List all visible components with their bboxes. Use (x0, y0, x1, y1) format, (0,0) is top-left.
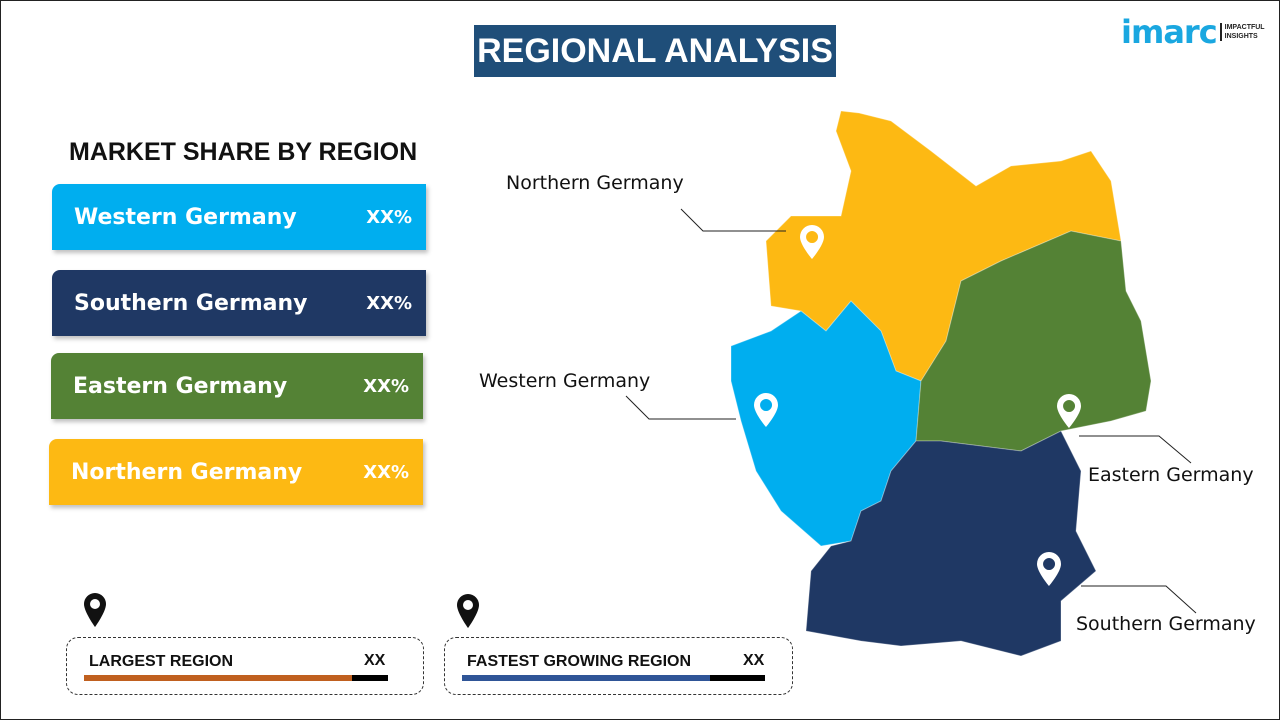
location-pin-icon (84, 593, 106, 627)
imarc-logo: imarc IMPACTFUL INSIGHTS (1121, 13, 1265, 51)
location-pin-icon (800, 225, 824, 259)
map-label-southern: Southern Germany (1076, 613, 1256, 635)
region-bar-western: Western Germany XX% (52, 184, 426, 250)
progress-bar (462, 675, 765, 681)
map-pins (754, 225, 1081, 586)
card-label: LARGEST REGION (89, 653, 234, 670)
region-southern-germany (805, 430, 1097, 657)
region-bar-southern: Southern Germany XX% (52, 270, 426, 336)
largest-region-card: LARGEST REGION XX (66, 637, 424, 695)
page-title: REGIONAL ANALYSIS (474, 25, 836, 77)
location-pin-icon (754, 393, 778, 427)
region-bar-northern: Northern Germany XX% (49, 439, 423, 505)
region-eastern-germany (915, 230, 1152, 452)
section-heading: MARKET SHARE BY REGION (69, 138, 418, 166)
logo-word: imarc (1121, 13, 1218, 51)
progress-bar (84, 675, 388, 681)
map-label-eastern: Eastern Germany (1088, 464, 1254, 486)
card-value: XX (743, 652, 765, 669)
logo-tagline: IMPACTFUL INSIGHTS (1219, 23, 1265, 41)
map-label-northern: Northern Germany (506, 172, 684, 194)
location-pin-icon (1057, 394, 1081, 428)
location-pin-icon (1037, 552, 1061, 586)
region-bar-eastern: Eastern Germany XX% (51, 353, 423, 419)
card-value: XX (364, 652, 386, 669)
fastest-growing-card: FASTEST GROWING REGION XX (444, 637, 793, 695)
location-pin-icon (457, 594, 479, 628)
card-label: FASTEST GROWING REGION (467, 653, 692, 670)
map-label-western: Western Germany (479, 370, 651, 392)
